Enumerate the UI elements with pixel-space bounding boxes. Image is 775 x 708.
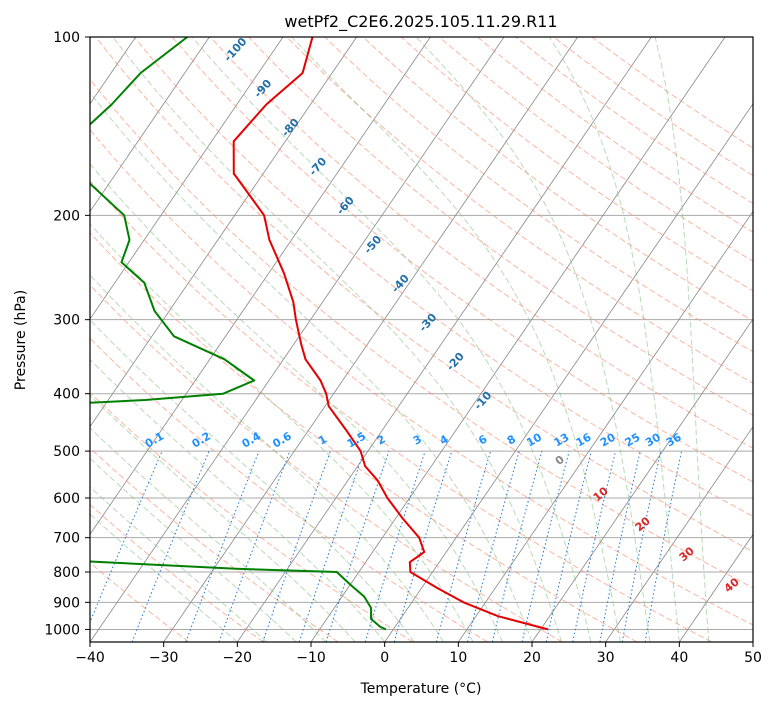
- chart-title: wetPf2_C2E6.2025.105.11.29.R11: [284, 12, 557, 32]
- moist-adiabat-line: [112, 37, 562, 642]
- y-tick-label: 1000: [44, 622, 80, 638]
- isotherm-line: [163, 37, 579, 642]
- isotherm-line: [458, 210, 753, 642]
- y-tick-label: 600: [53, 491, 80, 507]
- mixing-ratio-line: [298, 450, 365, 642]
- mixing-ratio-line: [262, 450, 331, 642]
- y-tick-label: 200: [53, 208, 80, 224]
- temperature-profile: [232, 37, 549, 631]
- isotherm-line: [90, 37, 505, 642]
- dry-adiabat-line: [90, 391, 414, 642]
- mixing-ratio-line: [572, 450, 617, 642]
- y-tick-label: 700: [53, 531, 80, 547]
- isotherm-line: [90, 37, 210, 213]
- isotherm-line: [679, 533, 753, 642]
- moist-adiabat-line: [654, 37, 710, 642]
- background-lines: [0, 37, 753, 642]
- dry-adiabat-line: [171, 37, 753, 483]
- y-tick-label: 900: [53, 595, 80, 611]
- y-tick-label: 500: [53, 444, 80, 460]
- y-tick-label: 800: [53, 565, 80, 581]
- mixing-ratio-line: [545, 450, 592, 642]
- x-tick-label: 0: [380, 650, 389, 666]
- x-axis-ticks: −40 −30 −20 −10 0 10 20 30 40 50: [75, 642, 762, 666]
- mixing-ratio-line: [364, 450, 426, 642]
- x-axis-label: Temperature (°C): [360, 681, 482, 697]
- x-tick-label: 50: [744, 650, 762, 666]
- isotherm-line: [605, 426, 753, 642]
- mixing-ratio-line: [393, 450, 453, 642]
- dry-adiabat-line: [90, 231, 638, 642]
- moist-adiabat-line: [90, 319, 415, 642]
- mixing-ratio-line: [90, 450, 163, 624]
- moist-adiabat-line: [548, 37, 680, 642]
- isotherm-line: [90, 37, 358, 428]
- dry-adiabat-line: [324, 37, 753, 353]
- isotherm-line: [90, 37, 431, 536]
- dry-adiabat-line: [90, 284, 563, 642]
- x-tick-label: −30: [149, 650, 179, 666]
- dry-adiabat-line: [90, 180, 712, 642]
- dry-adiabat-line: [90, 129, 753, 626]
- moist-adiabat-line: [90, 427, 327, 642]
- plot-background: [90, 37, 753, 642]
- dewpoint-profile: [90, 37, 387, 631]
- sounding-series: [90, 37, 549, 631]
- x-tick-label: 40: [670, 650, 688, 666]
- y-tick-label: 100: [53, 30, 80, 46]
- moist-adiabat-line: [291, 37, 621, 642]
- y-axis-label: Pressure (hPa): [13, 290, 29, 390]
- x-tick-label: 20: [523, 650, 541, 666]
- mixing-ratio-line: [325, 450, 390, 642]
- mixing-ratio-line: [467, 450, 520, 642]
- dry-adiabat-line: [400, 37, 753, 292]
- x-tick-label: 30: [597, 650, 615, 666]
- mixing-ratio-line: [218, 450, 291, 642]
- isotherm-line: [531, 318, 753, 642]
- moist-adiabat-line: [90, 274, 445, 642]
- isotherm-line: [752, 641, 753, 642]
- x-tick-label: −10: [296, 650, 326, 666]
- isotherm-line: [384, 103, 753, 642]
- moist-adiabat-line: [191, 37, 592, 642]
- y-tick-label: 300: [53, 313, 80, 329]
- mixing-ratio-line: [131, 450, 210, 642]
- isotherm-line: [0, 37, 62, 642]
- plot-frame: [89, 36, 754, 643]
- dry-adiabat-line: [90, 562, 190, 642]
- moist-adiabat-line: [90, 513, 238, 642]
- x-tick-label: 10: [449, 650, 467, 666]
- x-tick-label: −40: [75, 650, 105, 666]
- mixing-ratio-line: [521, 450, 570, 642]
- moist-adiabat-line: [90, 394, 356, 642]
- moist-adiabat-line: [90, 163, 503, 642]
- mixing-ratio-line: [491, 450, 543, 642]
- isotherm-line: [237, 37, 652, 642]
- y-axis-ticks: 100 200 300 400 500 600 700 800 900 1000: [44, 30, 90, 638]
- mixing-ratio-line: [185, 450, 260, 642]
- moist-adiabat-line: [415, 37, 651, 642]
- dry-adiabat-line: [209, 37, 753, 449]
- dry-adiabat-line: [95, 37, 753, 553]
- dry-adiabat-line: [133, 37, 753, 517]
- y-tick-label: 400: [53, 387, 80, 403]
- moist-adiabat-line: [90, 358, 386, 642]
- x-tick-label: −20: [223, 650, 253, 666]
- dry-adiabat-line: [248, 37, 753, 416]
- moist-adiabat-line: [90, 486, 268, 642]
- moist-adiabat-line: [90, 457, 297, 642]
- mixing-ratio-line: [435, 450, 492, 642]
- isotherm-line: [90, 37, 284, 320]
- moist-adiabat-line: [90, 91, 533, 642]
